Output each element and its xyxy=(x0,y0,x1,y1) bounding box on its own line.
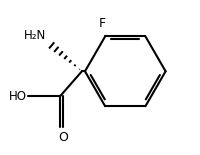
Text: H₂N: H₂N xyxy=(24,29,46,42)
Text: F: F xyxy=(98,17,105,30)
Text: HO: HO xyxy=(9,90,27,103)
Text: O: O xyxy=(58,131,68,144)
